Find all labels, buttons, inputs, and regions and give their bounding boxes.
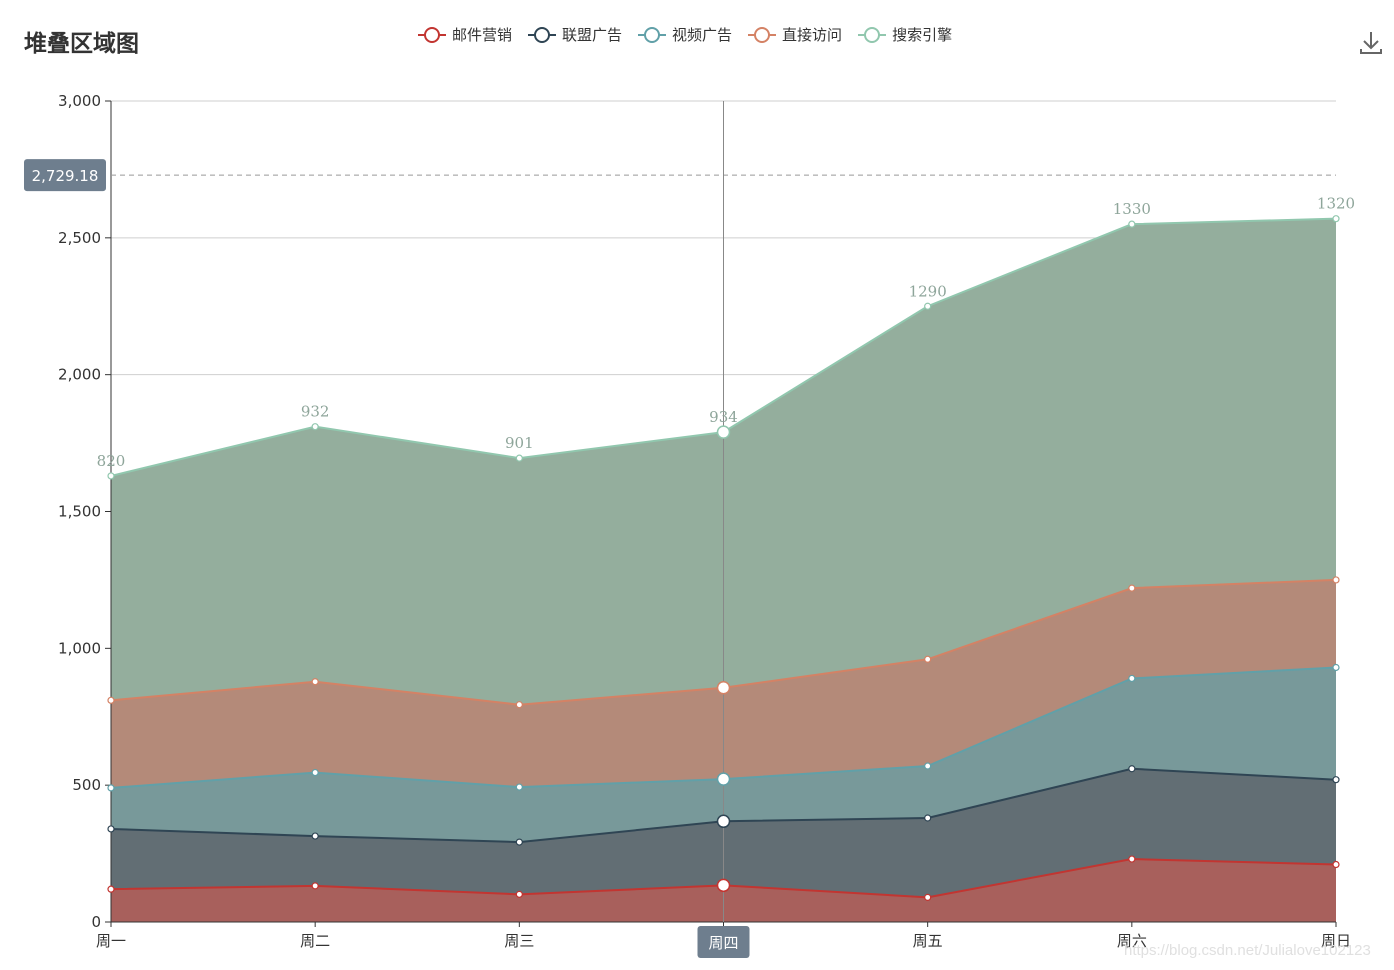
data-point[interactable] [515, 890, 523, 898]
data-point[interactable] [924, 814, 932, 822]
x-axis-pointer-label: 周四 [708, 934, 738, 952]
data-point[interactable] [1128, 765, 1136, 773]
data-point[interactable] [311, 882, 319, 890]
data-label: 932 [301, 403, 330, 421]
legend-item[interactable]: 邮件营销 [416, 24, 512, 45]
data-point[interactable] [107, 825, 115, 833]
data-point[interactable] [515, 454, 523, 462]
download-icon [1360, 32, 1382, 54]
data-point[interactable] [311, 423, 319, 431]
data-point[interactable] [1332, 860, 1340, 869]
legend-label: 直接访问 [782, 26, 843, 44]
y-tick-label: 1,000 [58, 639, 101, 657]
data-point[interactable] [716, 772, 731, 786]
data-point[interactable] [107, 784, 115, 792]
data-point[interactable] [515, 783, 523, 791]
x-tick-label: 周日 [1321, 932, 1351, 950]
x-axis-pointer-label-bg [697, 926, 750, 958]
legend-symbol [638, 26, 667, 43]
data-point[interactable] [1128, 674, 1136, 683]
legend-symbol-marker [864, 26, 881, 43]
watermark: https://blog.csdn.net/Julialove102123 [1124, 942, 1371, 959]
data-point[interactable] [515, 701, 523, 709]
y-tick-label: 500 [72, 776, 101, 794]
data-point[interactable] [924, 762, 932, 770]
data-label: 934 [709, 408, 738, 426]
data-point[interactable] [107, 472, 115, 480]
data-point[interactable] [716, 878, 731, 893]
x-tick-label: 周六 [1117, 932, 1147, 950]
y-tick-label: 2,500 [58, 229, 101, 247]
chart-title: 堆叠区域图 [24, 31, 139, 57]
legend-item[interactable]: 视频广告 [636, 24, 732, 45]
data-point[interactable] [107, 696, 115, 704]
legend-label: 邮件营销 [452, 26, 513, 44]
data-point[interactable] [515, 838, 523, 846]
y-tick-label: 0 [91, 913, 101, 931]
legend-symbol-marker [754, 26, 771, 43]
x-tick-label: 周五 [913, 932, 943, 950]
x-tick-label: 周三 [504, 932, 534, 950]
y-tick-label: 2,000 [58, 366, 101, 384]
data-label: 1330 [1113, 200, 1151, 218]
data-point[interactable] [311, 678, 319, 686]
legend-symbol-marker [644, 26, 661, 43]
y-axis-pointer-label: 2,729.18 [32, 167, 99, 185]
data-point[interactable] [1128, 855, 1136, 863]
data-point[interactable] [311, 768, 319, 777]
y-axis-pointer-label-bg [24, 159, 106, 192]
y-tick-label: 3,000 [58, 92, 101, 110]
legend-symbol [528, 26, 557, 43]
legend-label: 视频广告 [672, 26, 733, 44]
legend-label: 搜索引擎 [892, 26, 953, 44]
data-point[interactable] [716, 425, 731, 439]
legend-item[interactable]: 搜索引擎 [856, 24, 952, 45]
data-label: 820 [97, 452, 126, 470]
data-point[interactable] [1128, 220, 1136, 228]
data-label: 1290 [909, 282, 947, 300]
data-point[interactable] [924, 655, 932, 663]
legend-item[interactable]: 联盟广告 [526, 24, 622, 45]
data-point[interactable] [924, 893, 932, 901]
data-point[interactable] [1332, 215, 1340, 223]
x-tick-label: 周二 [300, 932, 330, 950]
data-label: 1320 [1317, 195, 1355, 213]
legend: 邮件营销 联盟广告 视频广告 直接访问 搜索引擎 [416, 24, 966, 45]
x-tick-label: 周一 [96, 932, 126, 950]
data-point[interactable] [924, 302, 932, 310]
data-point[interactable] [716, 814, 731, 829]
data-point[interactable] [1128, 584, 1136, 592]
legend-symbol-marker [534, 26, 551, 43]
legend-symbol-marker [424, 26, 440, 43]
legend-symbol [748, 26, 777, 43]
data-point[interactable] [107, 885, 115, 893]
area-3 [111, 579, 1336, 788]
data-point[interactable] [1332, 776, 1340, 784]
data-point[interactable] [716, 680, 731, 695]
data-point[interactable] [311, 832, 319, 840]
data-point[interactable] [1332, 663, 1340, 672]
legend-item[interactable]: 直接访问 [746, 24, 842, 45]
download-button[interactable] [1356, 28, 1386, 58]
data-label: 901 [505, 434, 534, 452]
data-point[interactable] [1332, 576, 1340, 584]
legend-label: 联盟广告 [562, 26, 623, 44]
legend-symbol [418, 26, 446, 43]
y-tick-label: 1,500 [58, 503, 101, 521]
area-2 [111, 667, 1336, 843]
legend-symbol [858, 26, 887, 43]
